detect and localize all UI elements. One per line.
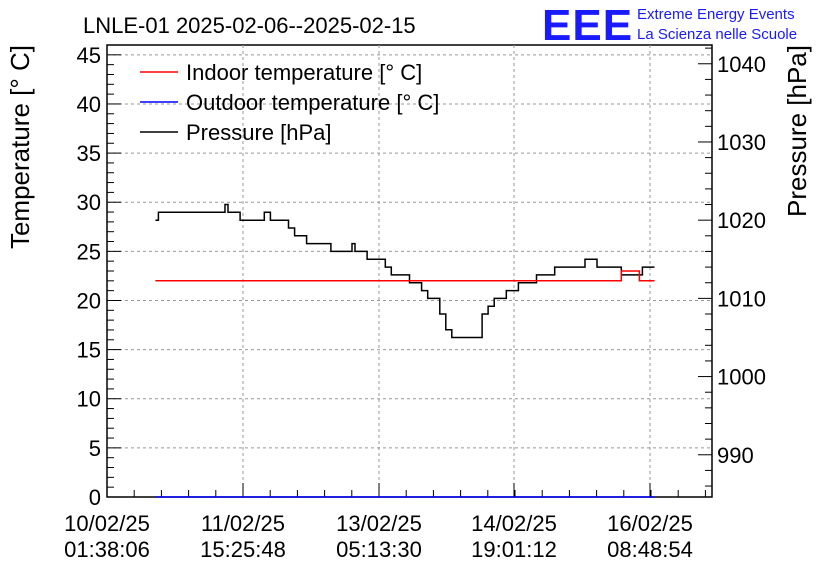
x-tick-label-date: 14/02/25	[471, 511, 557, 536]
x-tick-label-date: 11/02/25	[201, 511, 285, 536]
logo-line-2: La Scienza nelle Scuole	[637, 26, 797, 43]
legend-label: Pressure [hPa]	[186, 120, 332, 145]
y2-axis-title: Pressure [hPa]	[782, 45, 812, 217]
logo-mark: EEE	[542, 1, 633, 50]
y2-tick-label: 1030	[717, 130, 766, 155]
y-tick-label: 20	[77, 288, 101, 313]
y2-tick-label: 1020	[717, 208, 766, 233]
y2-tick-label: 1010	[717, 286, 766, 311]
y2-tick-label: 990	[717, 443, 754, 468]
x-tick-label-time: 01:38:06	[64, 537, 150, 562]
eee-logo: EEE Extreme Energy Events La Scienza nel…	[542, 1, 797, 50]
y-tick-label: 10	[77, 387, 101, 412]
series-line-0	[155, 270, 655, 282]
chart-title: LNLE-01 2025-02-06--2025-02-15	[83, 13, 416, 38]
y-axis-title: Temperature [° C]	[5, 45, 35, 249]
y-tick-label: 25	[77, 239, 101, 264]
y-tick-label: 5	[89, 436, 101, 461]
grid	[107, 45, 712, 497]
x-tick-label-time: 15:25:48	[200, 537, 286, 562]
x-tick-label-date: 10/02/25	[64, 511, 150, 536]
x-tick-label-time: 19:01:12	[471, 537, 557, 562]
y-tick-label: 35	[77, 141, 101, 166]
y-tick-label: 45	[77, 43, 101, 68]
x-tick-label-date: 13/02/25	[336, 511, 422, 536]
series-line-2	[155, 203, 655, 339]
y-tick-label: 15	[77, 338, 101, 363]
legend-label: Outdoor temperature [° C]	[186, 90, 439, 115]
y-tick-label: 30	[77, 190, 101, 215]
x-tick-label-time: 05:13:30	[336, 537, 422, 562]
series-lines	[155, 203, 655, 498]
legend: Indoor temperature [° C] Outdoor temperat…	[140, 60, 439, 145]
logo-line-1: Extreme Energy Events	[637, 6, 795, 23]
y-tick-label: 40	[77, 92, 101, 117]
y2-tick-label: 1000	[717, 365, 766, 390]
legend-label: Indoor temperature [° C]	[186, 60, 422, 85]
y2-tick-label: 1040	[717, 52, 766, 77]
axis-ticks	[106, 47, 712, 498]
x-tick-label-time: 08:48:54	[607, 537, 693, 562]
x-tick-label-date: 16/02/25	[607, 511, 693, 536]
y-tick-label: 0	[89, 485, 101, 510]
